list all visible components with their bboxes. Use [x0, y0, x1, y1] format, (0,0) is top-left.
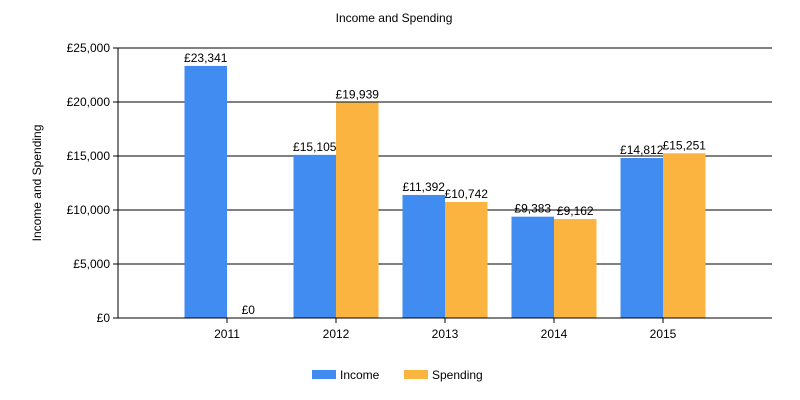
y-tick-label: £0 — [97, 311, 111, 325]
x-tick-label: 2013 — [432, 327, 459, 341]
bar-income-2013 — [402, 194, 445, 318]
y-axis-label: Income and Spending — [30, 125, 44, 242]
bars — [184, 65, 706, 318]
bar-income-2011 — [184, 65, 227, 318]
data-label-spending-2013: £10,742 — [445, 187, 489, 201]
tick-labels: £0 £5,000 £10,000 £15,000 £20,000 £25,000 2011… — [67, 41, 677, 341]
data-label-income-2014: £9,383 — [514, 202, 551, 216]
legend-label-income: Income — [340, 368, 380, 382]
data-label-income-2011: £23,341 — [184, 51, 228, 65]
y-tick-label: £20,000 — [67, 95, 111, 109]
data-label-income-2012: £15,105 — [293, 140, 337, 154]
x-tick-label: 2015 — [650, 327, 677, 341]
data-label-spending-2014: £9,162 — [557, 204, 594, 218]
legend-label-spending: Spending — [432, 368, 483, 382]
bar-spending-2014 — [554, 219, 597, 318]
x-tick-label: 2014 — [541, 327, 568, 341]
bar-income-2014 — [511, 216, 554, 318]
data-label-income-2015: £14,812 — [620, 143, 664, 157]
bar-spending-2012 — [336, 102, 379, 318]
y-tick-label: £15,000 — [67, 149, 111, 163]
legend-swatch-spending — [404, 370, 428, 379]
y-tick-label: £25,000 — [67, 41, 111, 55]
bar-spending-2013 — [445, 201, 488, 318]
y-tick-label: £10,000 — [67, 203, 111, 217]
data-label-income-2013: £11,392 — [402, 180, 445, 194]
axes — [113, 47, 772, 323]
bar-income-2012 — [293, 154, 336, 318]
x-tick-label: 2012 — [323, 327, 350, 341]
legend: Income Spending — [312, 368, 483, 382]
data-label-spending-2011: £0 — [242, 303, 256, 317]
y-tick-label: £5,000 — [73, 257, 110, 271]
bar-income-2015 — [620, 158, 663, 318]
data-label-spending-2012: £19,939 — [336, 88, 380, 102]
data-label-spending-2015: £15,251 — [663, 138, 707, 152]
bar-spending-2015 — [663, 153, 706, 318]
legend-swatch-income — [312, 370, 336, 379]
chart-title: Income and Spending — [336, 11, 453, 25]
data-labels: £23,341 £0 £15,105 £19,939 £11,392£10,742 £9,… — [184, 51, 706, 317]
x-tick-label: 2011 — [214, 327, 240, 341]
